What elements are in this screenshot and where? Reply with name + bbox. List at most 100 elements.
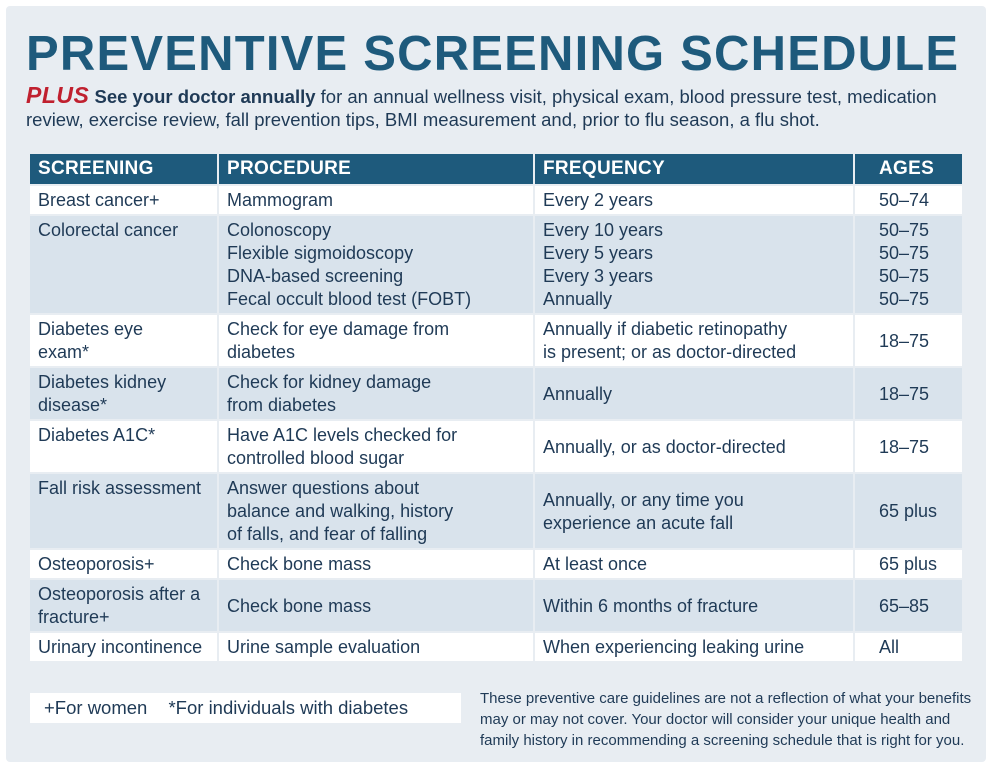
screening-text: Osteoporosis+ [38,554,155,574]
procedure-text: Colonoscopy [227,220,332,240]
table-row: Urinary incontinence Urine sample evaluat… [30,631,962,661]
intro-rest: for an annual wellness visit, physical e… [26,86,937,130]
procedure-text: Check bone mass [227,554,372,574]
frequency-text: Within 6 months of fracture [543,595,759,616]
frequency-text: Every 5 years [543,243,654,263]
header-frequency: FREQUENCY [534,154,855,185]
cell-screening: Urinary incontinence [30,631,219,661]
screening-text: Osteoporosis after a [38,584,201,604]
cell-frequency: Annually, or any time you experience an a… [534,472,855,549]
cell-frequency: Annually, or as doctor-directed [534,419,855,473]
procedure-text: Check bone mass [227,595,372,616]
plus-label: PLUS [26,82,90,108]
cell-frequency: Annually if diabetic retinopathy is prese… [534,313,855,367]
cell-ages: 50–74 [854,184,962,215]
ages-text: 18–75 [879,330,930,351]
table-row: Breast cancer+ Mammogram Every 2 years 50–7… [30,184,962,215]
procedure-text: Check for eye damage from [227,319,450,339]
cell-screening: Osteoporosis after a fracture+ [30,578,219,632]
cell-procedure: Check bone mass [218,548,535,579]
ages-text: 65 plus [879,554,938,574]
cell-procedure: Check bone mass [218,578,535,632]
frequency-text: Every 2 years [543,190,654,210]
legend-diabetes: *For individuals with diabetes [168,697,409,718]
procedure-text: Urine sample evaluation [227,637,421,657]
legend-box: +For women *For individuals with diabete… [30,693,461,723]
cell-frequency: When experiencing leaking urine [534,631,855,661]
screening-text: exam* [38,342,90,362]
cell-ages: 18–75 [854,419,962,473]
cell-screening: Osteoporosis+ [30,548,219,579]
procedure-text: DNA-based screening [227,266,404,286]
procedure-text: Fecal occult blood test (FOBT) [227,289,472,309]
cell-ages: 65 plus [854,548,962,579]
table-row: Colorectal cancer Colonoscopy Flexible sig… [30,214,962,314]
frequency-text: Annually, or any time you [543,489,744,510]
cell-procedure: Urine sample evaluation [218,631,535,661]
header-procedure: PROCEDURE [218,154,535,185]
procedure-text: Have A1C levels checked for [227,425,458,445]
table-row: Osteoporosis after a fracture+ Check bone … [30,578,962,632]
ages-text: 18–75 [879,436,930,457]
cell-frequency: Annually [534,366,855,420]
frequency-text: Annually [543,383,613,404]
intro-bold: See your doctor annually [94,86,316,107]
procedure-text: Check for kidney damage [227,372,432,392]
screening-text: Urinary incontinence [38,637,203,657]
cell-procedure: Have A1C levels checked for controlled bl… [218,419,535,473]
frequency-text: Every 3 years [543,266,654,286]
procedure-text: of falls, and fear of falling [227,524,428,544]
table-row: Osteoporosis+ Check bone mass At least onc… [30,548,962,579]
table-row: Diabetes A1C* Have A1C levels checked for… [30,419,962,473]
cell-screening: Diabetes kidney disease* [30,366,219,420]
frequency-text: is present; or as doctor-directed [543,342,797,362]
ages-text: 50–75 [879,220,930,240]
table-row: Diabetes kidney disease* Check for kidney … [30,366,962,420]
cell-frequency: Every 10 years Every 5 years Every 3 years… [534,214,855,314]
intro-text: PLUS See your doctor annually for an ann… [26,84,976,131]
cell-screening: Breast cancer+ [30,184,219,215]
screening-text: Diabetes kidney [38,372,167,392]
screening-text: Diabetes A1C* [38,425,156,445]
table-row: Fall risk assessment Answer questions abo… [30,472,962,549]
cell-ages: 65 plus [854,472,962,549]
ages-text: 50–75 [879,266,930,286]
procedure-text: diabetes [227,342,296,362]
disclaimer-text: These preventive care guidelines are not… [480,690,972,749]
procedure-text: Answer questions about [227,478,420,498]
frequency-text: Annually [543,289,613,309]
header-screening: SCREENING [30,154,219,185]
ages-text: 65 plus [879,501,938,521]
procedure-text: controlled blood sugar [227,448,405,468]
cell-procedure: Check for kidney damage from diabetes [218,366,535,420]
page-title: PREVENTIVE SCREENING SCHEDULE [26,27,960,81]
cell-ages: 18–75 [854,366,962,420]
cell-frequency: Every 2 years [534,184,855,215]
cell-screening: Colorectal cancer [30,214,219,314]
procedure-text: balance and walking, history [227,501,454,521]
ages-text: 65–85 [879,595,930,616]
procedure-text: Flexible sigmoidoscopy [227,243,414,263]
cell-procedure: Check for eye damage from diabetes [218,313,535,367]
screening-text: Colorectal cancer [38,220,179,240]
table-body: Breast cancer+ Mammogram Every 2 years 50–7… [30,184,962,661]
cell-ages: 50–75 50–75 50–75 50–75 [854,214,962,314]
frequency-text: Annually, or as doctor-directed [543,436,786,457]
cell-procedure: Mammogram [218,184,535,215]
screening-text: fracture+ [38,607,110,627]
cell-procedure: Answer questions about balance and walkin… [218,472,535,549]
screening-text: Diabetes eye [38,319,144,339]
header-ages: AGES [854,154,962,185]
cell-screening: Diabetes A1C* [30,419,219,473]
table-row: Diabetes eye exam* Check for eye damage fr… [30,313,962,367]
cell-screening: Fall risk assessment [30,472,219,549]
cell-ages: 18–75 [854,313,962,367]
legend-women: +For women [44,697,148,718]
screening-table: SCREENING PROCEDURE FREQUENCY AGES Breas… [30,154,962,661]
screening-text: disease* [38,395,108,415]
screening-text: Fall risk assessment [38,478,202,498]
table-header-row: SCREENING PROCEDURE FREQUENCY AGES [30,154,962,185]
frequency-text: experience an acute fall [543,512,734,533]
frequency-text: Annually if diabetic retinopathy [543,319,788,339]
frequency-text: Every 10 years [543,220,664,240]
